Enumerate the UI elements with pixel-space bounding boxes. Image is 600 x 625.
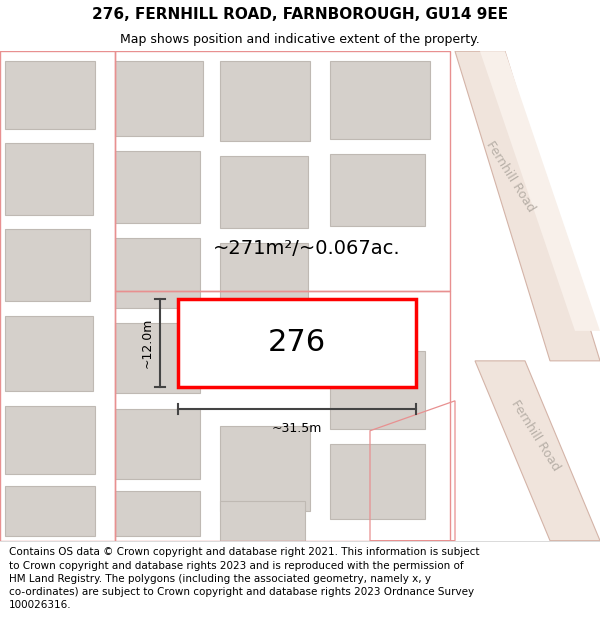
Text: ~12.0m: ~12.0m [141, 318, 154, 368]
Bar [115, 238, 200, 308]
Text: 276: 276 [268, 328, 326, 357]
Bar [330, 61, 430, 139]
Bar [5, 316, 93, 391]
Text: Map shows position and indicative extent of the property.: Map shows position and indicative extent… [120, 34, 480, 46]
Bar [115, 61, 203, 136]
Bar [330, 351, 425, 429]
Bar [220, 61, 310, 141]
Text: Fernhill Road: Fernhill Road [508, 398, 562, 474]
Bar [330, 154, 425, 226]
Bar [220, 426, 310, 511]
Bar [178, 299, 416, 387]
Bar [115, 323, 200, 393]
Bar [5, 143, 93, 215]
Bar [5, 61, 95, 129]
Text: ~31.5m: ~31.5m [272, 422, 322, 435]
Bar [220, 501, 305, 541]
Text: Fernhill Road: Fernhill Road [483, 138, 537, 214]
Bar [220, 156, 308, 228]
Bar [5, 229, 90, 301]
Bar [115, 151, 200, 223]
Text: 276, FERNHILL ROAD, FARNBOROUGH, GU14 9EE: 276, FERNHILL ROAD, FARNBOROUGH, GU14 9E… [92, 7, 508, 22]
Bar [115, 409, 200, 479]
Bar [115, 491, 200, 536]
Polygon shape [455, 51, 600, 361]
Polygon shape [475, 361, 600, 541]
Polygon shape [480, 51, 600, 331]
Bar [5, 486, 95, 536]
Text: ~271m²/~0.067ac.: ~271m²/~0.067ac. [213, 239, 401, 259]
Text: Contains OS data © Crown copyright and database right 2021. This information is : Contains OS data © Crown copyright and d… [9, 548, 479, 610]
Bar [220, 243, 308, 313]
Bar [330, 444, 425, 519]
Bar [5, 406, 95, 474]
